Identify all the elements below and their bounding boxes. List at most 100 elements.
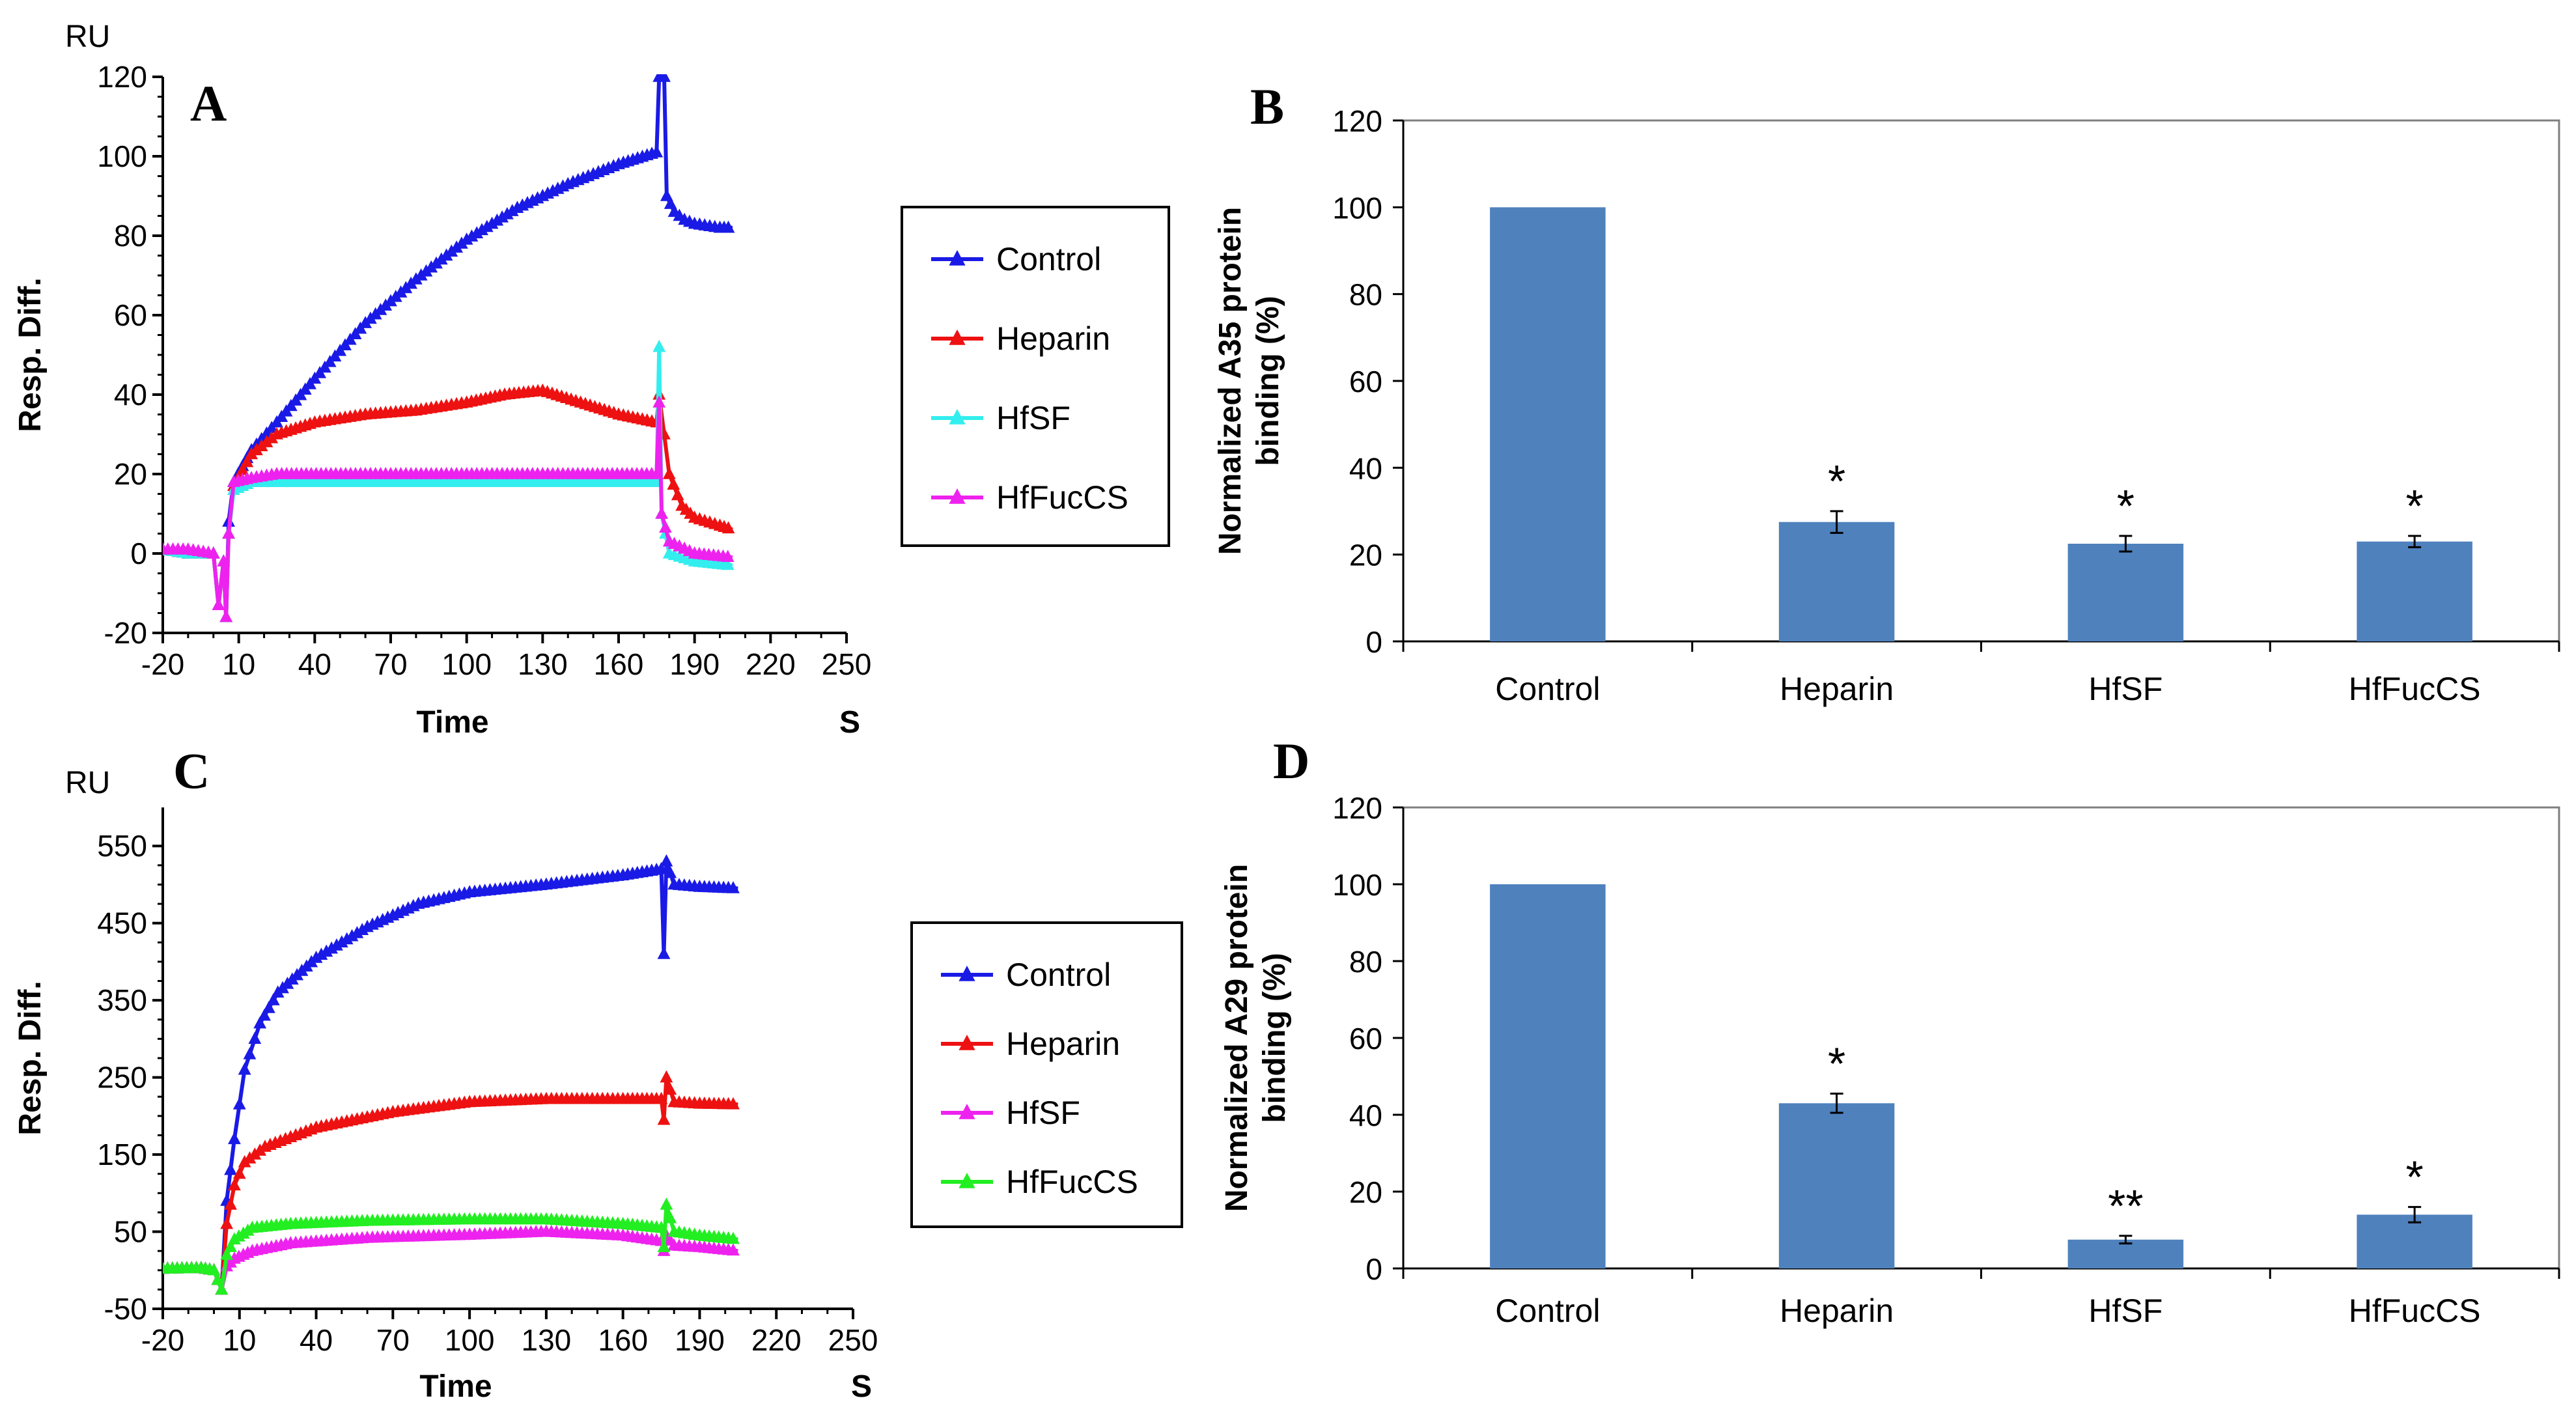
data-point <box>470 226 484 239</box>
x-tick-label: 100 <box>441 647 492 681</box>
x-category-label: Heparin <box>1780 671 1894 707</box>
x-tick-label: -20 <box>141 1323 184 1357</box>
x-tick-label: 10 <box>222 647 255 681</box>
x-tick-label: 190 <box>675 1323 725 1357</box>
data-point <box>664 1082 677 1095</box>
legend-label: Heparin <box>996 320 1110 357</box>
data-point <box>654 861 668 874</box>
data-point <box>232 1097 246 1110</box>
data-point <box>659 520 672 533</box>
y-tick-label: 50 <box>114 1215 147 1249</box>
x-tick-label: 70 <box>374 647 407 681</box>
x-tick-label: 220 <box>751 1323 802 1357</box>
data-point <box>657 1112 671 1125</box>
series-line-hffuccs <box>163 400 733 619</box>
data-point <box>330 938 343 951</box>
panel-b: 0 20 40 60 80 100 120 Control * Heparin * HfSF * HfFu… <box>1213 78 2560 707</box>
data-point <box>206 546 220 559</box>
data-point <box>662 467 676 479</box>
data-point <box>207 1263 221 1276</box>
data-point <box>475 223 488 236</box>
bar-heparin <box>1778 1103 1895 1268</box>
legend: Control Heparin HfSF HfFucCS <box>901 206 1170 547</box>
x-tick-label: 220 <box>746 647 796 681</box>
data-point <box>657 947 671 959</box>
legend-swatch-marker <box>949 409 966 425</box>
data-point <box>664 1210 677 1224</box>
significance-marker: * <box>2406 1152 2424 1203</box>
data-point <box>350 926 364 938</box>
y-tick-label: 80 <box>1349 945 1382 979</box>
x-tick-label: 100 <box>445 1323 495 1357</box>
x-tick-label: 10 <box>223 1323 256 1357</box>
y-tick-label: 450 <box>97 906 147 940</box>
y-tick-label: 100 <box>1332 868 1382 902</box>
series-markers-heparin <box>163 383 735 623</box>
data-point <box>258 1008 271 1021</box>
legend-label: Heparin <box>1006 1026 1120 1062</box>
data-point <box>671 488 684 501</box>
x-tick-label: 130 <box>518 647 568 681</box>
data-point <box>654 1220 668 1233</box>
x-tick-label: 250 <box>822 647 872 681</box>
y-tick-label: 100 <box>97 139 147 173</box>
significance-marker: * <box>2406 481 2424 531</box>
data-point <box>220 1248 234 1260</box>
data-point <box>652 339 666 352</box>
data-point <box>212 598 225 610</box>
significance-marker: * <box>1828 1039 1845 1089</box>
y-tick-label: 350 <box>97 983 147 1017</box>
panel-d: 0 20 40 60 80 100 120 Control * Heparin ** HfSF * HfF… <box>1220 733 2560 1329</box>
data-point <box>309 951 323 963</box>
y-tick-label: 60 <box>114 298 147 332</box>
data-point <box>655 507 669 519</box>
y-tick-label: 40 <box>114 378 147 412</box>
series-markers-control <box>163 74 735 623</box>
x-tick-label: 160 <box>598 1323 648 1357</box>
data-point <box>727 1231 740 1244</box>
data-point <box>222 526 236 539</box>
x-category-label: Heparin <box>1780 1293 1894 1329</box>
data-point <box>243 1047 257 1059</box>
data-point <box>660 854 673 867</box>
y-axis-title: Resp. Diff. <box>13 981 48 1135</box>
data-point <box>219 609 233 623</box>
data-point <box>262 1001 275 1013</box>
bar-control <box>1490 207 1606 641</box>
data-point <box>320 944 333 957</box>
series-markers-hffuccs <box>163 395 735 623</box>
legend-swatch-marker <box>959 1035 975 1050</box>
x-category-label: HfSF <box>2088 1293 2163 1329</box>
data-point <box>356 923 369 936</box>
data-point <box>657 1240 671 1252</box>
x-tick-label: 70 <box>376 1323 410 1357</box>
legend-label: HfFucCS <box>1006 1164 1138 1200</box>
x-category-label: HfSF <box>2088 671 2163 707</box>
data-point <box>345 929 359 942</box>
data-point <box>727 1097 740 1110</box>
y-tick-label: 80 <box>1349 278 1382 312</box>
y-tick-label: 0 <box>1365 1252 1382 1286</box>
x-tick-label: 190 <box>669 647 720 681</box>
y-tick-label: 60 <box>1349 365 1382 399</box>
data-point <box>496 210 509 223</box>
data-point <box>220 1216 234 1229</box>
series-markers-control <box>163 854 740 1295</box>
y-tick-label: 20 <box>1349 539 1382 572</box>
legend-label: HfSF <box>996 400 1071 436</box>
data-point <box>721 220 735 233</box>
y-axis-title: Normalized A29 protein binding (%) <box>1220 864 1292 1212</box>
data-point <box>217 554 231 567</box>
legend-label: Control <box>996 241 1101 277</box>
data-point <box>660 1070 673 1083</box>
data-point <box>660 1197 673 1210</box>
panel-c: -50 50 150 250 350 450 550 -20 10 40 70 100 130 160 19… <box>13 742 1183 1404</box>
panel-letter: D <box>1273 733 1309 789</box>
legend-swatch-marker <box>959 1104 975 1119</box>
data-point <box>236 462 249 475</box>
x-tick-label: 40 <box>298 647 331 681</box>
data-point <box>224 1240 237 1252</box>
data-point <box>232 1166 246 1179</box>
data-point <box>335 935 348 948</box>
legend-label: HfFucCS <box>996 479 1128 516</box>
